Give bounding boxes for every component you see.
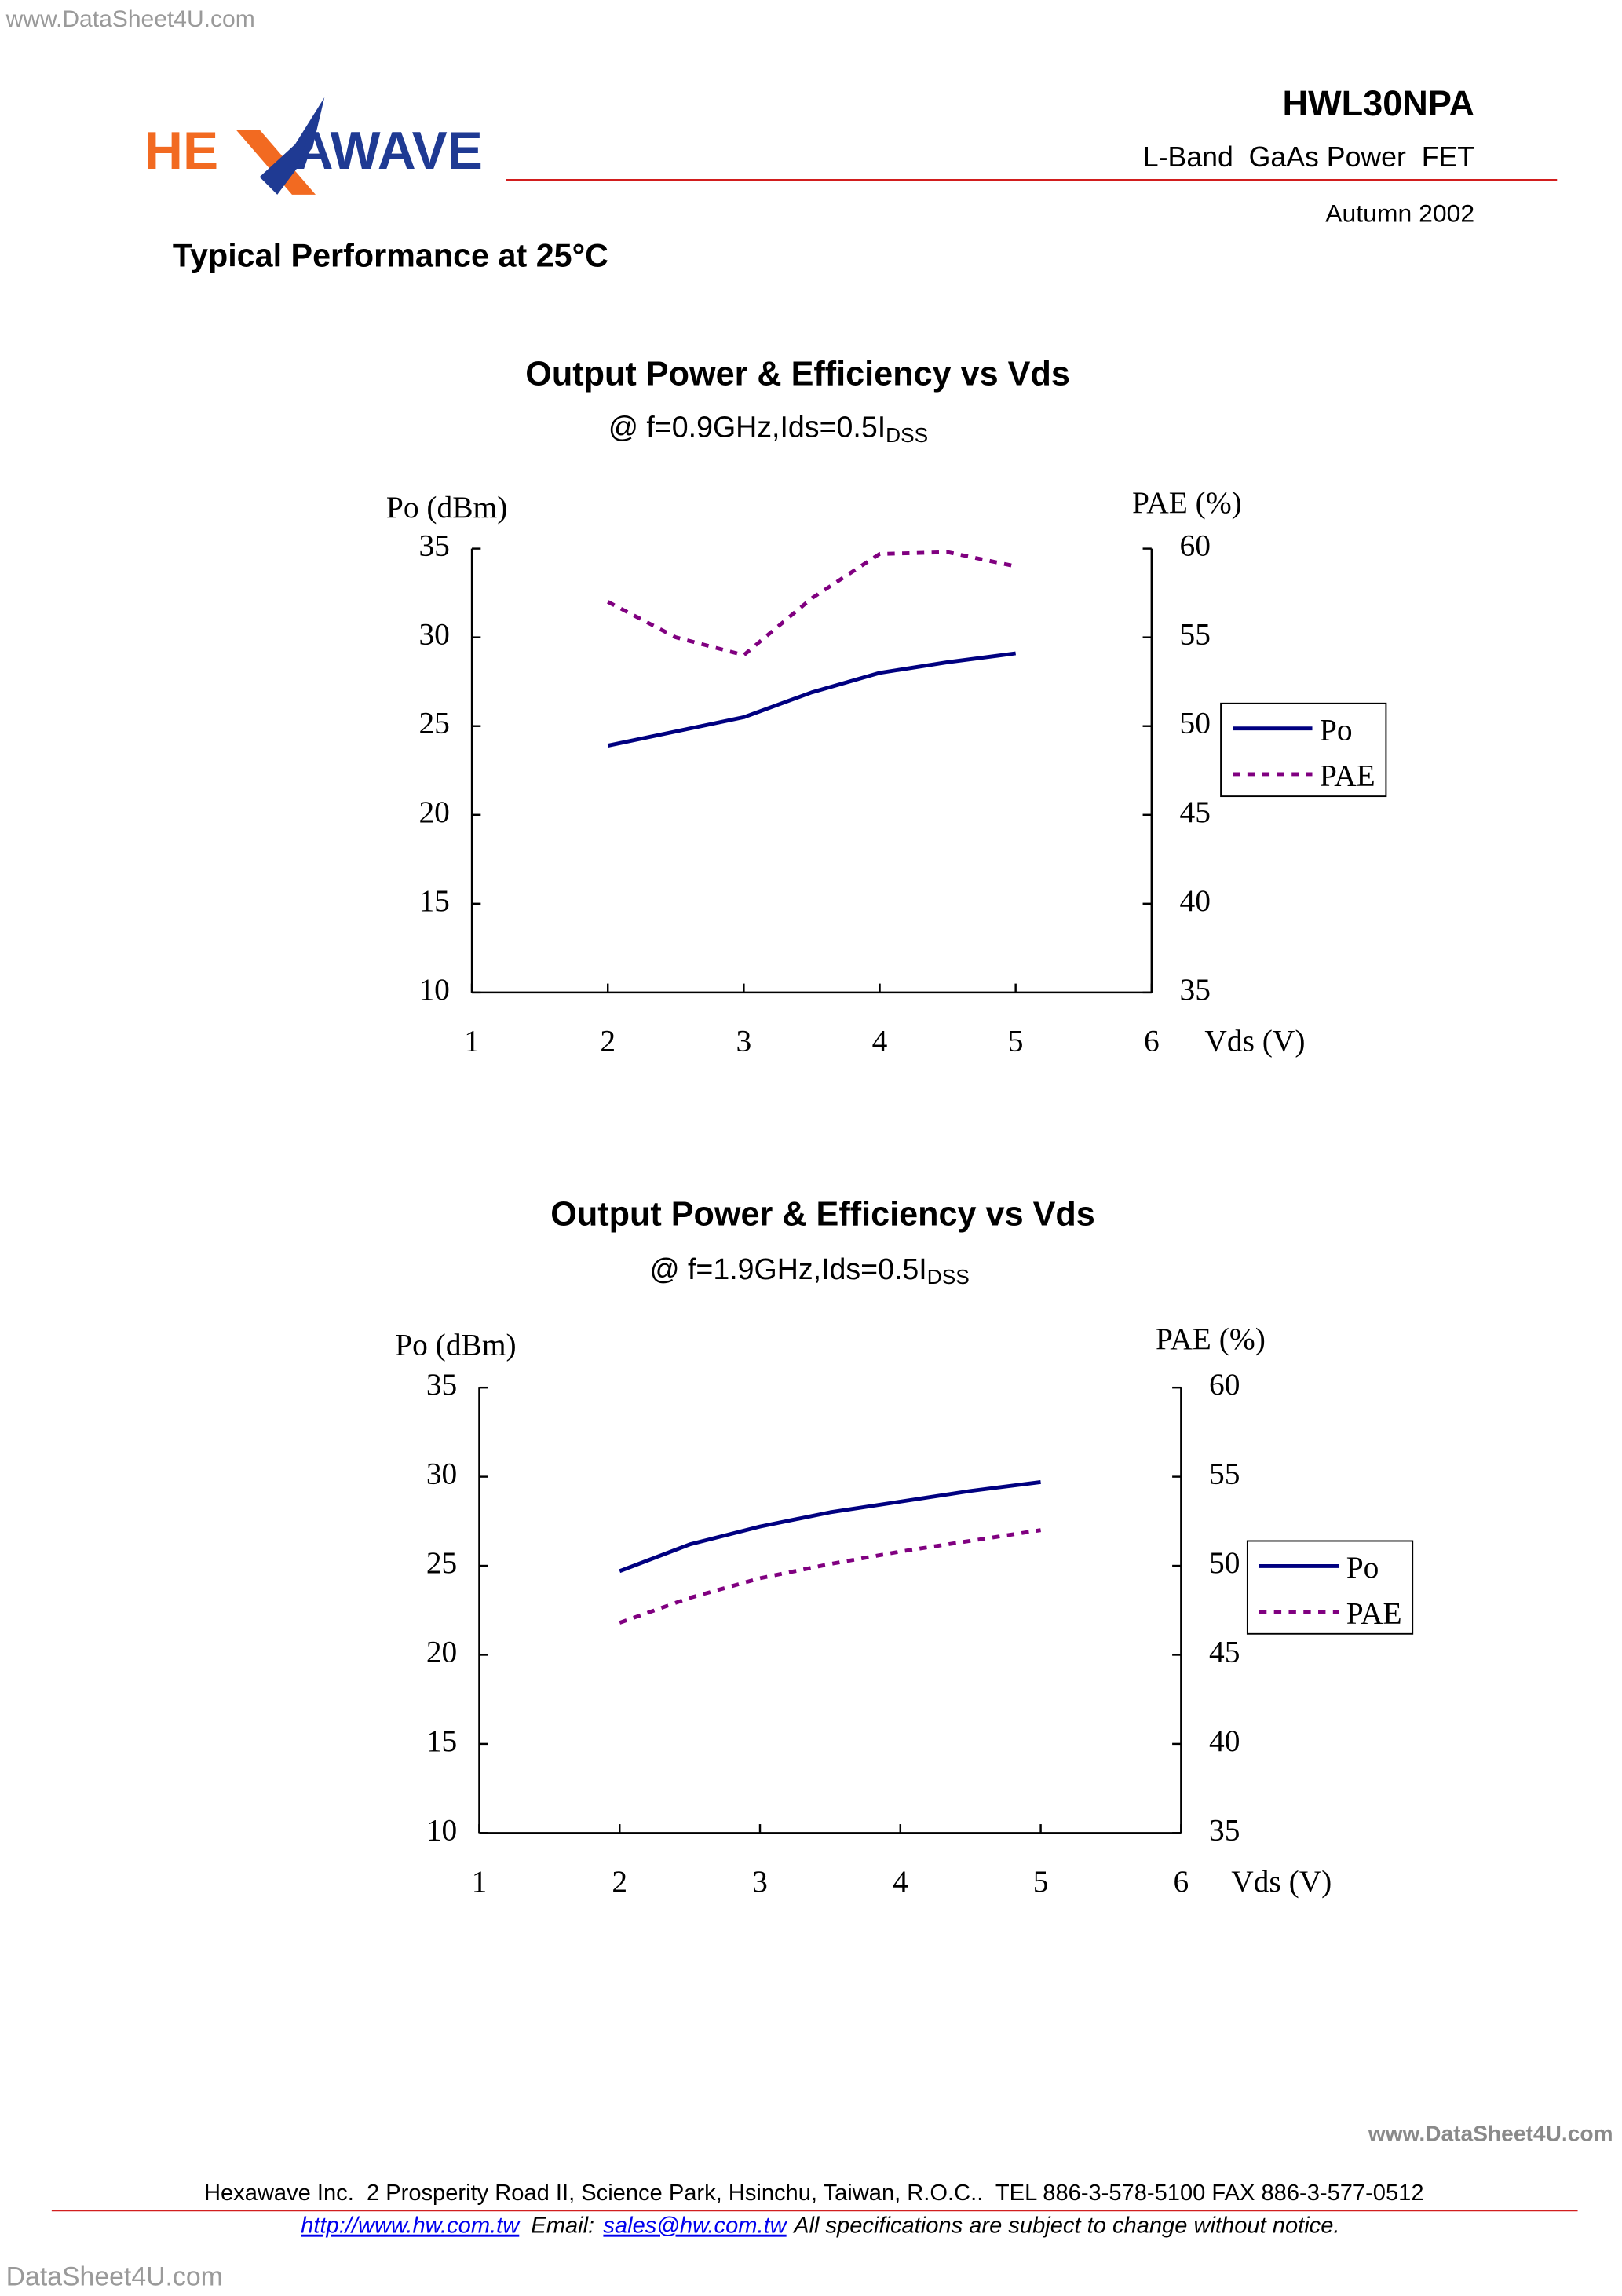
legend-box xyxy=(1246,1540,1414,1635)
x-tick-label: 1 xyxy=(464,1024,480,1058)
series-line xyxy=(619,1479,1041,1574)
chart-title: Output Power & Efficiency vs Vds xyxy=(525,355,1070,393)
x-tick-label: 3 xyxy=(736,1024,752,1058)
section-title: Typical Performance at 25°C xyxy=(173,238,608,274)
description: L-Band GaAs Power FET xyxy=(1143,141,1474,173)
watermark: www.DataSheet4U.com xyxy=(1368,2122,1613,2146)
subtitle-subscript: DSS xyxy=(886,423,928,447)
chart: Output Power & Efficiency vs Vds @ f=0.9G… xyxy=(386,355,1387,1058)
x-tick-label: 6 xyxy=(1144,1024,1160,1058)
y-tick-label: 30 xyxy=(426,1457,457,1491)
y2-tick-label: 55 xyxy=(1209,1457,1240,1491)
email-link[interactable]: sales@hw.com.tw xyxy=(603,2213,787,2238)
x-tick-label: 6 xyxy=(1174,1864,1189,1899)
x-tick-label: 5 xyxy=(1033,1864,1049,1899)
y2-tick-label: 60 xyxy=(1209,1367,1240,1402)
y2-axis-label: PAE (%) xyxy=(1132,485,1242,520)
y2-tick-label: 40 xyxy=(1209,1724,1240,1758)
series-line xyxy=(619,1528,1041,1625)
y2-tick-label: 45 xyxy=(1179,795,1210,829)
legend-label: Po xyxy=(1346,1550,1379,1585)
footer-links: http://www.hw.com.tw Email: sales@hw.com.t… xyxy=(257,2213,1372,2238)
legend: Po PAE xyxy=(1246,1540,1414,1635)
x-tick-label: 4 xyxy=(872,1024,888,1058)
watermark: DataSheet4U.com xyxy=(6,2261,223,2291)
y2-axis-label: PAE (%) xyxy=(1156,1322,1266,1356)
x-axis-label: Vds (V) xyxy=(1231,1864,1332,1899)
notice: All specifications are subject to change… xyxy=(792,2213,1339,2238)
y2-tick-label: 35 xyxy=(1179,972,1210,1007)
legend: Po PAE xyxy=(1220,702,1387,798)
chart: Output Power & Efficiency vs Vds @ f=1.9G… xyxy=(395,1196,1414,1899)
logo-mark xyxy=(259,97,325,195)
y2-tick-label: 60 xyxy=(1179,528,1210,563)
legend-label: PAE xyxy=(1346,1596,1402,1630)
y2-tick-label: 45 xyxy=(1209,1635,1240,1669)
x-tick-label: 3 xyxy=(752,1864,768,1899)
y-tick-label: 10 xyxy=(418,972,449,1007)
part-number: HWL30NPA xyxy=(1283,83,1475,123)
subtitle-main: @ f=1.9GHz,Ids=0.5I xyxy=(649,1252,926,1285)
y-tick-label: 20 xyxy=(418,795,449,829)
y2-tick-label: 40 xyxy=(1179,883,1210,918)
y-tick-label: 25 xyxy=(418,706,449,740)
y-tick-label: 15 xyxy=(426,1724,457,1758)
y-tick-label: 20 xyxy=(426,1635,457,1669)
x-tick-label: 4 xyxy=(893,1864,908,1899)
y-tick-label: 10 xyxy=(426,1812,457,1847)
watermark: www.DataSheet4U.com xyxy=(5,6,255,32)
x-tick-label: 1 xyxy=(472,1864,488,1899)
y2-tick-label: 55 xyxy=(1179,617,1210,652)
subtitle-subscript: DSS xyxy=(927,1265,970,1289)
x-axis-label: Vds (V) xyxy=(1204,1024,1305,1058)
chart-title: Output Power & Efficiency vs Vds xyxy=(550,1196,1095,1234)
email-label: Email: xyxy=(531,2213,594,2238)
legend-box xyxy=(1220,702,1387,798)
legend-label: Po xyxy=(1320,712,1353,747)
chart-subtitle: @ f=1.9GHz,Ids=0.5IDSS xyxy=(649,1252,969,1289)
y2-tick-label: 35 xyxy=(1209,1812,1240,1847)
x-tick-label: 2 xyxy=(600,1024,616,1058)
series-line xyxy=(607,550,1017,657)
y-tick-label: 35 xyxy=(418,528,449,563)
x-tick-label: 5 xyxy=(1008,1024,1024,1058)
footer: Hexawave Inc. 2 Prosperity Road II, Scie… xyxy=(6,2122,1613,2292)
x-tick-label: 2 xyxy=(612,1864,627,1899)
y-tick-label: 30 xyxy=(418,617,449,652)
legend-label: PAE xyxy=(1320,759,1375,793)
y2-tick-label: 50 xyxy=(1209,1545,1240,1580)
series-line xyxy=(607,651,1016,748)
y2-tick-label: 50 xyxy=(1179,706,1210,740)
y-axis-label: Po (dBm) xyxy=(386,490,507,525)
y-tick-label: 35 xyxy=(426,1367,457,1402)
date: Autumn 2002 xyxy=(1325,199,1474,228)
y-tick-label: 25 xyxy=(426,1545,457,1580)
y-axis-label: Po (dBm) xyxy=(395,1328,516,1362)
url-link[interactable]: http://www.hw.com.tw xyxy=(301,2213,521,2238)
logo: HE AWAVE xyxy=(144,97,483,195)
logo-left: HE xyxy=(144,122,218,181)
logo-right: AWAVE xyxy=(295,122,483,181)
subtitle-main: @ f=0.9GHz,Ids=0.5I xyxy=(608,410,886,443)
address: Hexawave Inc. 2 Prosperity Road II, Scie… xyxy=(204,2181,1424,2206)
y-tick-label: 15 xyxy=(418,883,449,918)
chart-subtitle: @ f=0.9GHz,Ids=0.5IDSS xyxy=(608,410,928,446)
